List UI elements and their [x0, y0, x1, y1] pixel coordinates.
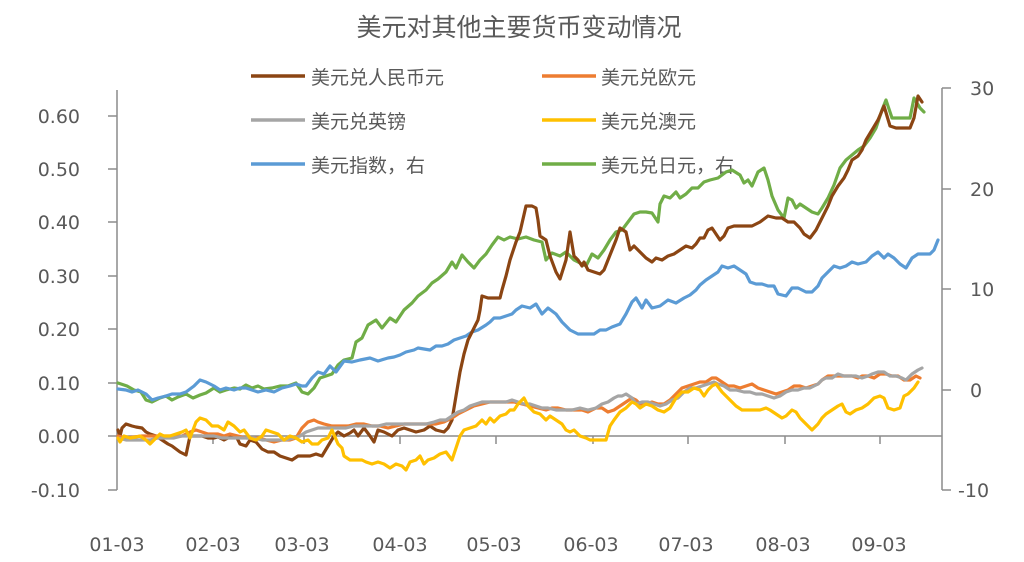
right-tick-label: 0 — [970, 380, 982, 402]
left-tick-label: 0.20 — [38, 319, 80, 341]
legend-item-jpy: 美元兑日元，右 — [542, 155, 734, 177]
legend-item-gbp: 美元兑英镑 — [251, 111, 406, 133]
x-tick-label: 02-03 — [185, 534, 240, 556]
legend-item-eur: 美元兑欧元 — [542, 67, 696, 89]
legend-label-aud: 美元兑澳元 — [601, 111, 696, 133]
legend-item-dxy: 美元指数，右 — [251, 155, 425, 177]
legend-label-dxy: 美元指数，右 — [311, 155, 425, 177]
series-lines — [116, 94, 940, 472]
legend-label-jpy: 美元兑日元，右 — [601, 155, 734, 177]
legend-label-gbp: 美元兑英镑 — [311, 111, 406, 133]
left-tick-label: 0.00 — [38, 426, 80, 448]
right-tick-label: -10 — [958, 480, 989, 502]
x-axis: 01-03 02-03 03-03 04-03 05-03 06-03 07-0… — [89, 435, 942, 556]
x-tick-label: 08-03 — [755, 534, 810, 556]
x-tick-label: 06-03 — [563, 534, 618, 556]
right-y-axis: 30 20 10 0 -10 — [941, 78, 994, 502]
series-dxy-line — [116, 238, 940, 402]
x-tick-label: 01-03 — [89, 534, 144, 556]
x-tick-label: 03-03 — [274, 534, 329, 556]
legend: 美元兑人民币元 美元兑欧元 美元兑英镑 美元兑澳元 美元指数，右 美元兑日元，右 — [251, 67, 734, 177]
left-tick-label: 0.30 — [38, 266, 80, 288]
chart-title: 美元对其他主要货币变动情况 — [356, 13, 681, 42]
x-tick-label: 05-03 — [466, 534, 521, 556]
left-tick-label: 0.60 — [38, 106, 80, 128]
legend-label-cny: 美元兑人民币元 — [311, 67, 444, 89]
legend-item-aud: 美元兑澳元 — [542, 111, 696, 133]
x-tick-label: 04-03 — [372, 534, 427, 556]
left-tick-label: 0.10 — [38, 373, 80, 395]
x-tick-label: 09-03 — [851, 534, 906, 556]
left-y-axis: 0.60 0.50 0.40 0.30 0.20 0.10 0.00 -0.10 — [31, 90, 118, 502]
x-tick-label: 07-03 — [658, 534, 713, 556]
legend-label-eur: 美元兑欧元 — [601, 67, 696, 89]
left-tick-label: 0.50 — [38, 159, 80, 181]
right-tick-label: 20 — [970, 179, 994, 201]
series-jpy-line — [116, 96, 926, 404]
series-aud-line — [116, 380, 920, 472]
right-tick-label: 10 — [970, 279, 994, 301]
left-tick-label: 0.40 — [38, 212, 80, 234]
series-cny-line — [116, 94, 924, 462]
right-tick-label: 30 — [970, 78, 994, 100]
legend-item-cny: 美元兑人民币元 — [251, 67, 444, 89]
left-tick-label: -0.10 — [31, 480, 80, 502]
